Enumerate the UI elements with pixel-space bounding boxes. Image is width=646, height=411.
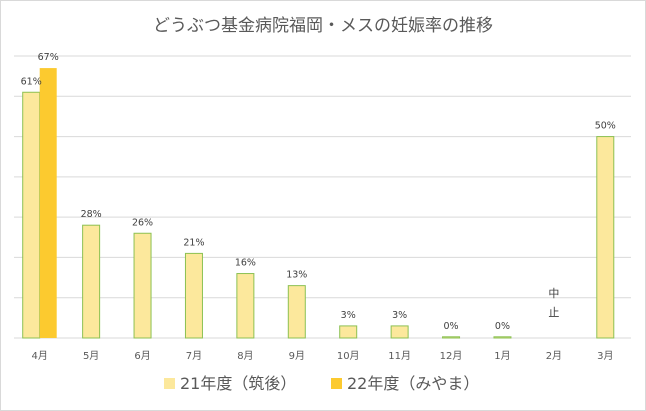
legend: 21年度（筑後） 22年度（みやま） xyxy=(164,374,479,393)
x-tick-label: 2月 xyxy=(546,350,562,362)
data-label: 3% xyxy=(392,310,407,321)
annotation-label: 中止 xyxy=(548,287,559,319)
x-tick-label: 8月 xyxy=(237,350,253,362)
x-tick-label: 12月 xyxy=(440,350,463,362)
bar xyxy=(39,68,57,338)
data-labels: 61% 67% 28% 26% 21% 16% 13% 3% 3% 0% 0% 50% xyxy=(21,52,616,332)
data-label: 0% xyxy=(444,321,459,332)
bar xyxy=(22,91,41,339)
annotations: 中止 xyxy=(548,287,559,319)
bar xyxy=(287,285,306,339)
data-label: 0% xyxy=(495,321,510,332)
bars xyxy=(22,68,615,339)
legend-swatch xyxy=(331,378,342,389)
x-tick-label: 11月 xyxy=(388,350,411,362)
data-label: 28% xyxy=(81,209,102,220)
bar xyxy=(133,232,152,339)
legend-swatch xyxy=(164,378,175,389)
x-tick-label: 10月 xyxy=(337,350,360,362)
data-label: 3% xyxy=(341,310,356,321)
x-tick-label: 5月 xyxy=(83,350,99,362)
bar xyxy=(339,325,358,339)
x-tick-label: 6月 xyxy=(134,350,150,362)
bar xyxy=(390,325,409,339)
x-tick-label: 4月 xyxy=(32,350,48,362)
data-label: 16% xyxy=(235,258,256,269)
gridlines xyxy=(14,55,631,339)
data-label: 26% xyxy=(132,217,153,228)
x-tick-label: 3月 xyxy=(597,350,613,362)
data-label: 21% xyxy=(183,237,204,248)
x-tick-label: 1月 xyxy=(494,350,510,362)
x-tick-label: 7月 xyxy=(186,350,202,362)
bar xyxy=(442,336,461,339)
legend-label: 22年度（みやま） xyxy=(347,374,479,393)
legend-label: 21年度（筑後） xyxy=(180,374,296,393)
bar xyxy=(493,336,512,339)
x-tick-label: 9月 xyxy=(289,350,305,362)
bar xyxy=(596,136,615,339)
x-tick-labels: 4月 5月 6月 7月 8月 9月 10月 11月 12月 1月 2月 3月 xyxy=(32,350,614,362)
data-label: 50% xyxy=(595,121,616,132)
bar xyxy=(82,224,101,339)
bar xyxy=(236,273,255,339)
chart-title: どうぶつ基金病院福岡・メスの妊娠率の推移 xyxy=(153,16,493,36)
data-label: 13% xyxy=(286,270,307,281)
data-label: 61% xyxy=(21,76,42,87)
data-label: 67% xyxy=(38,52,59,63)
bar xyxy=(184,252,203,339)
